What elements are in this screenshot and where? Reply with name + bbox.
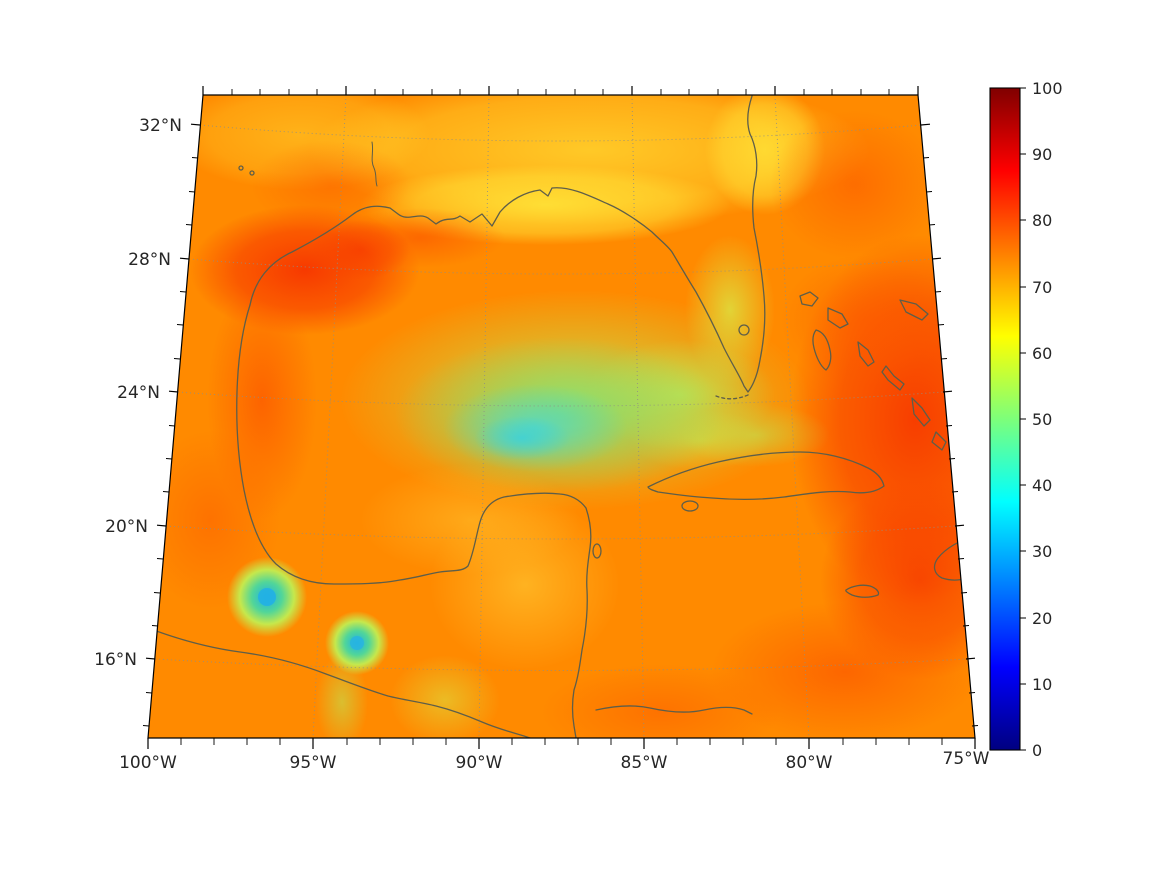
coastline-florida-keys bbox=[715, 393, 751, 400]
coastline-honduras bbox=[595, 705, 753, 715]
coastline-isle-of-youth bbox=[681, 500, 699, 512]
map-border bbox=[142, 86, 979, 749]
colorbar: 100 90 80 70 60 50 40 30 20 10 0 bbox=[989, 79, 1063, 760]
coastline-mexico-yucatan bbox=[236, 304, 592, 738]
lon-tick-label: 95°W bbox=[290, 753, 337, 773]
y-axis-minor-ticks bbox=[142, 157, 199, 727]
x-axis-major-ticks bbox=[147, 738, 976, 749]
colorbar-tick-label: 70 bbox=[1032, 278, 1052, 297]
lat-tick-label: 24°N bbox=[117, 383, 160, 403]
coastline-cozumel bbox=[592, 543, 602, 559]
lon-tick-label: 90°W bbox=[456, 753, 503, 773]
coastlines bbox=[148, 95, 975, 738]
colorbar-ticks bbox=[1020, 87, 1026, 751]
lon-tick-label: 100°W bbox=[119, 753, 177, 773]
colorbar-tick-label: 40 bbox=[1032, 476, 1052, 495]
coastline-jamaica bbox=[845, 584, 880, 598]
coastline-cuba bbox=[647, 451, 885, 501]
map-field bbox=[148, 95, 975, 738]
colorbar-tick-label: 90 bbox=[1032, 145, 1052, 164]
coastline-bahamas bbox=[799, 291, 947, 451]
coastline-hispaniola bbox=[933, 535, 975, 581]
coastline-us-gulf-florida bbox=[249, 95, 766, 393]
right-major-ticks bbox=[920, 123, 976, 660]
lat-tick-label: 20°N bbox=[105, 517, 148, 537]
colorbar-tick-label: 60 bbox=[1032, 344, 1052, 363]
top-major-ticks bbox=[202, 86, 919, 95]
x-axis-minor-ticks bbox=[180, 738, 943, 745]
x-axis-labels: 100°W 95°W 90°W 85°W 80°W 75°W bbox=[119, 749, 990, 773]
y-axis-major-ticks bbox=[145, 123, 201, 660]
graticule bbox=[154, 95, 967, 738]
colorbar-gradient bbox=[989, 87, 1021, 751]
y-axis-labels: 32°N 28°N 24°N 20°N 16°N bbox=[94, 116, 182, 670]
colorbar-tick-label: 10 bbox=[1032, 675, 1052, 694]
top-minor-ticks bbox=[231, 89, 890, 95]
colorbar-tick-label: 50 bbox=[1032, 410, 1052, 429]
lat-tick-label: 32°N bbox=[139, 116, 182, 136]
colorbar-tick-label: 80 bbox=[1032, 211, 1052, 230]
coastline-mexico-pacific bbox=[148, 627, 531, 738]
colorbar-tick-label: 20 bbox=[1032, 609, 1052, 628]
lake-okeechobee bbox=[738, 324, 750, 336]
lon-tick-label: 75°W bbox=[943, 749, 990, 769]
right-minor-ticks bbox=[922, 157, 979, 727]
lon-tick-label: 85°W bbox=[621, 753, 668, 773]
lat-tick-label: 28°N bbox=[128, 250, 171, 270]
colorbar-labels: 100 90 80 70 60 50 40 30 20 10 0 bbox=[1032, 79, 1063, 760]
colorbar-tick-label: 30 bbox=[1032, 542, 1052, 561]
colorbar-tick-label: 0 bbox=[1032, 741, 1042, 760]
river-texas bbox=[371, 141, 378, 187]
lon-tick-label: 80°W bbox=[786, 753, 833, 773]
colorbar-tick-label: 100 bbox=[1032, 79, 1063, 98]
lat-tick-label: 16°N bbox=[94, 650, 137, 670]
